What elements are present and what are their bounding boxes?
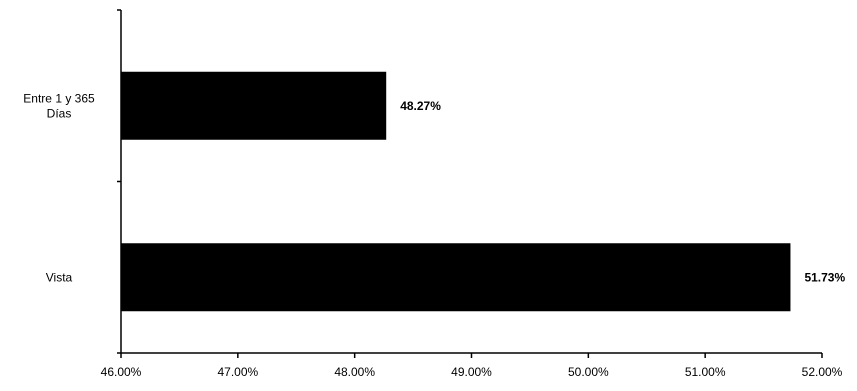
x-tick-label-6: 52.00% bbox=[802, 365, 843, 379]
bar-0 bbox=[121, 71, 387, 140]
data-label-1: 51.73% bbox=[804, 270, 845, 284]
x-tick-label-1: 47.00% bbox=[217, 365, 258, 379]
axes-layer bbox=[117, 9, 823, 358]
category-label-1-line-0: Vista bbox=[46, 270, 73, 284]
labels-layer: 48.27% Entre 1 y 365 Días 51.73% Vista 46.00%… bbox=[23, 91, 845, 379]
category-label-0-line-1: Días bbox=[47, 106, 72, 120]
bars-layer bbox=[121, 71, 791, 312]
bar-1 bbox=[121, 243, 791, 312]
x-tick-label-0: 46.00% bbox=[101, 365, 142, 379]
x-tick-label-4: 50.00% bbox=[568, 365, 609, 379]
category-label-0: Entre 1 y 365 Días bbox=[23, 91, 95, 120]
x-tick-label-2: 48.00% bbox=[334, 365, 375, 379]
x-tick-label-3: 49.00% bbox=[451, 365, 492, 379]
category-label-0-line-0: Entre 1 y 365 bbox=[23, 91, 95, 105]
data-label-0: 48.27% bbox=[400, 99, 441, 113]
x-tick-label-5: 51.00% bbox=[685, 365, 726, 379]
category-label-1: Vista bbox=[46, 270, 73, 284]
